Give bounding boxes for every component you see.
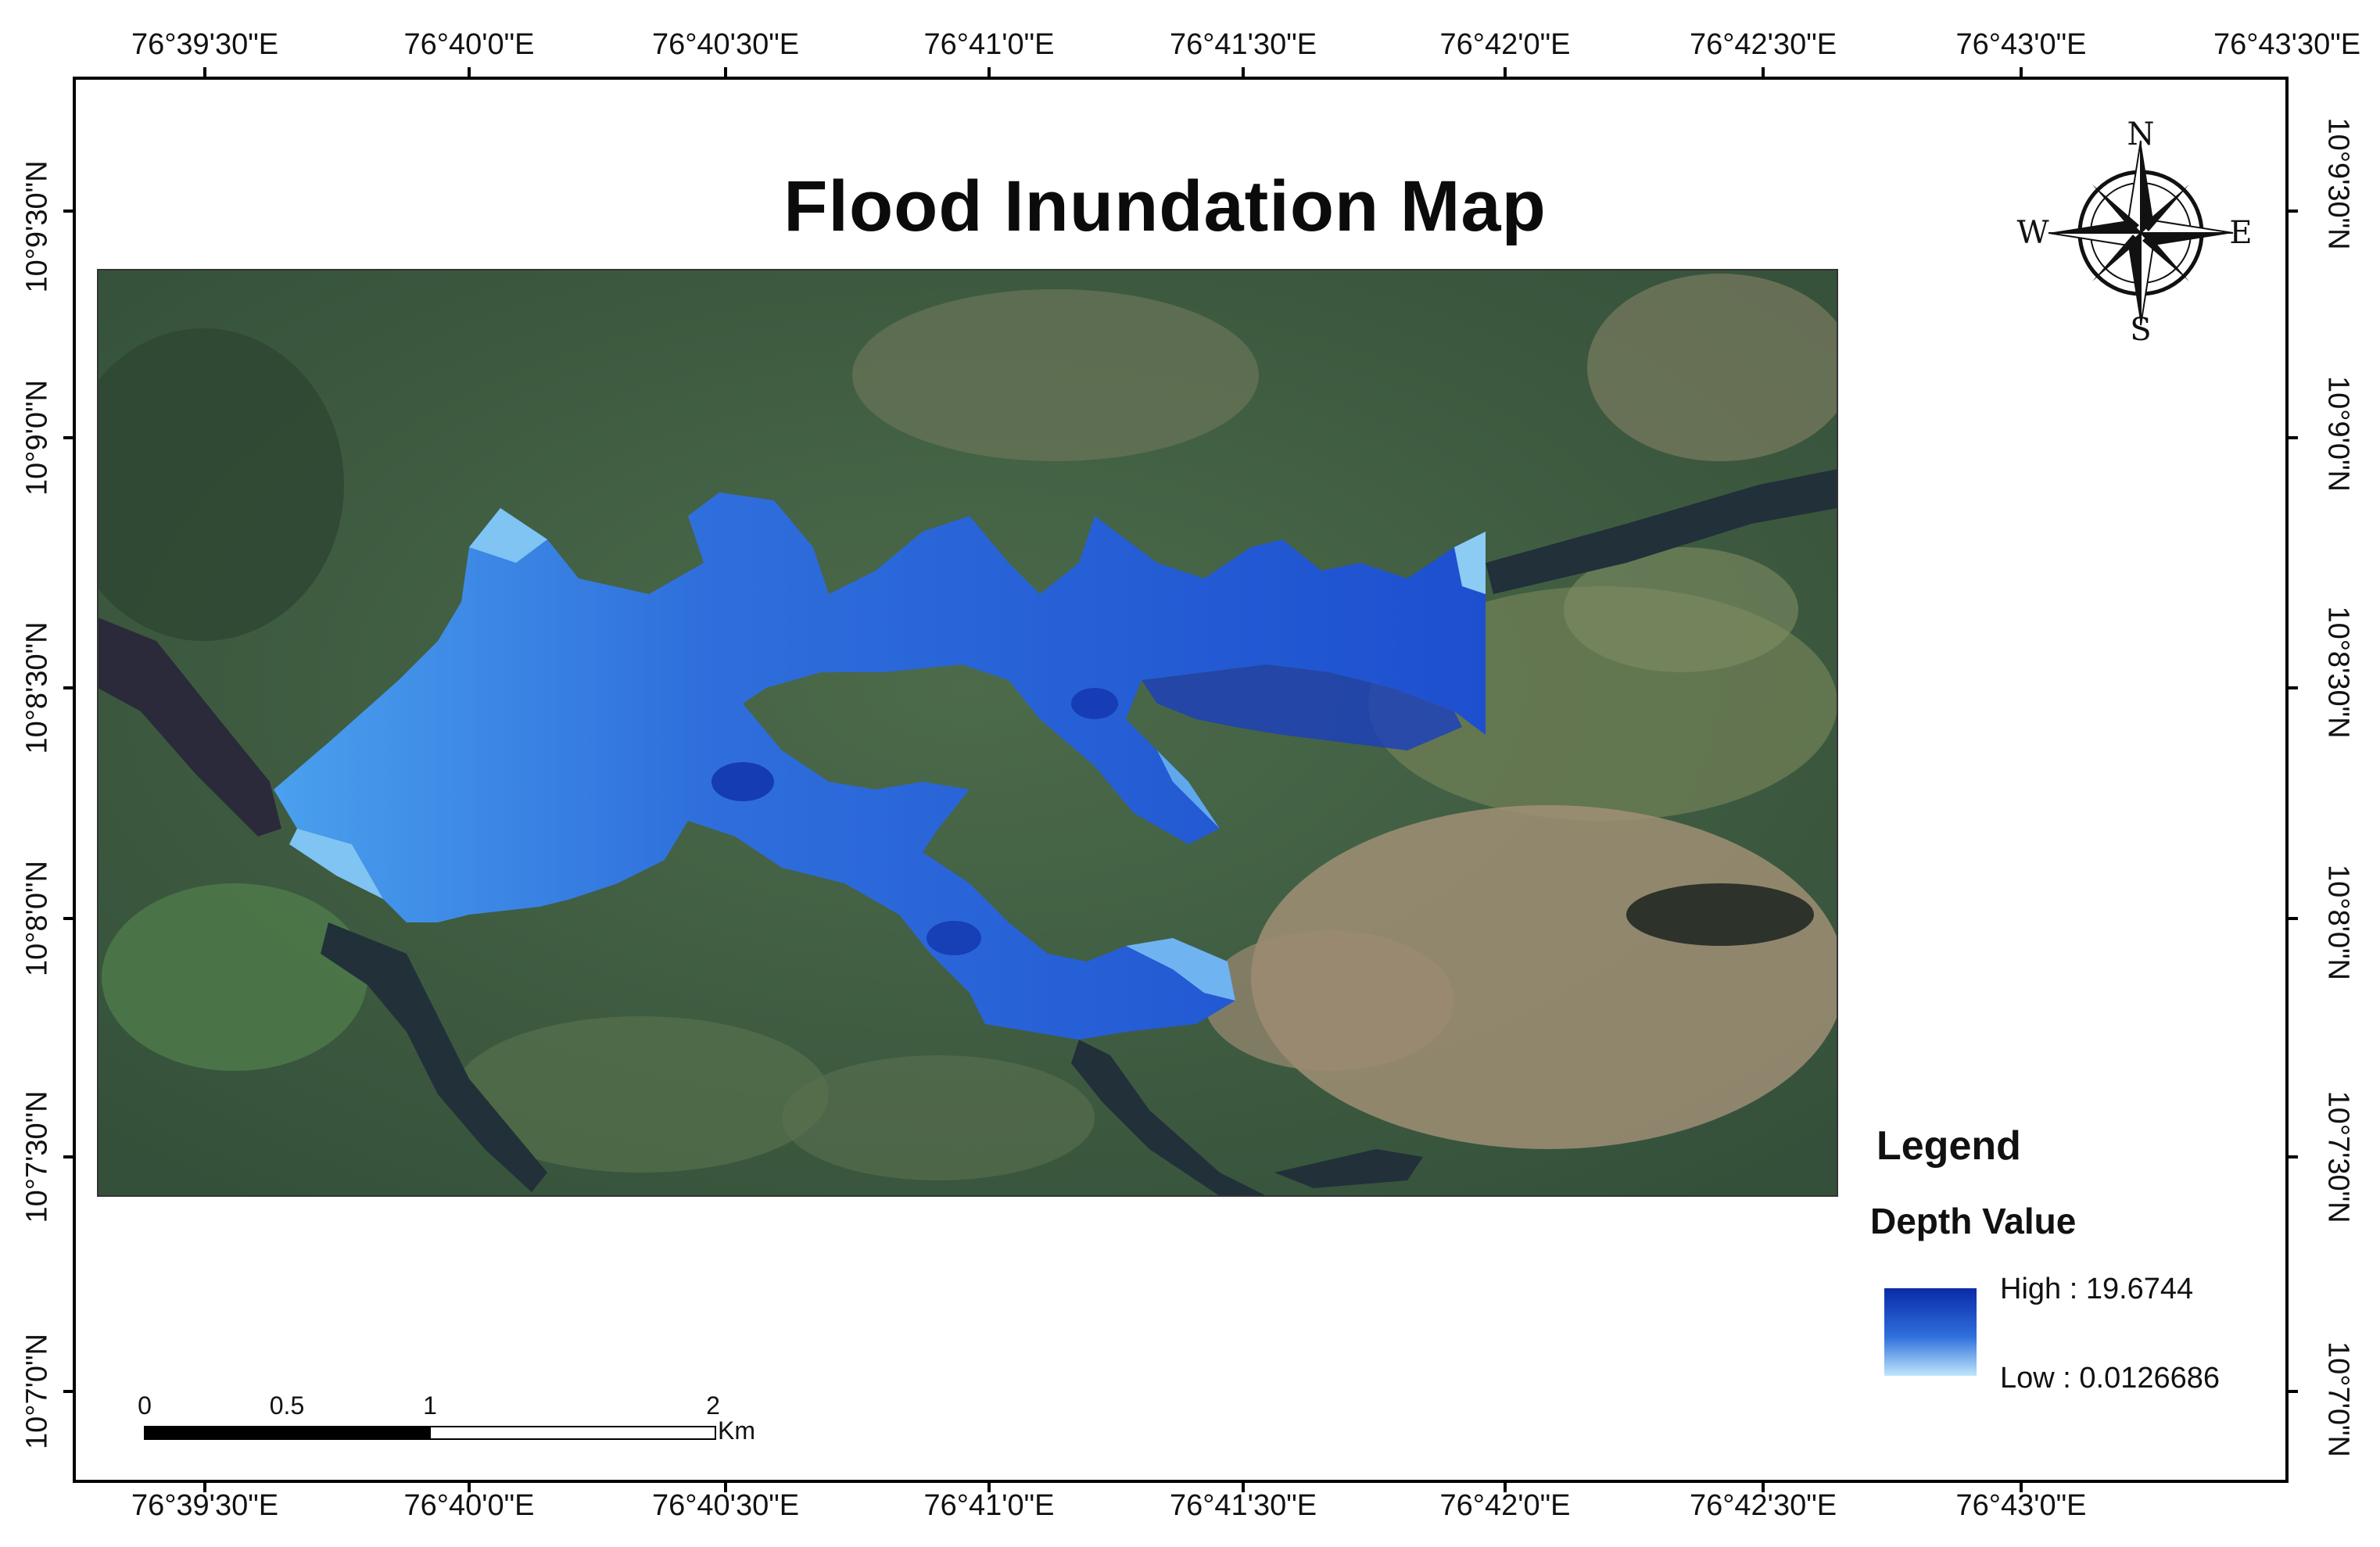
map-frame: [73, 77, 2289, 1483]
compass-rose: [2048, 140, 2234, 326]
bottom-tick-label-1: 76°40'0"E: [403, 1489, 535, 1522]
right-tick-label-1: 10°9'0"N: [2321, 376, 2355, 492]
bottom-tick-label-3: 76°41'0"E: [923, 1489, 1055, 1522]
top-tick-label-7: 76°43'0"E: [1955, 28, 2087, 61]
right-tick-label-3: 10°8'0"N: [2321, 865, 2355, 980]
left-tick-label-5: 10°7'0"N: [20, 1334, 54, 1449]
left-tick-label-0: 10°9'30"N: [20, 160, 54, 293]
legend-title: Legend: [1876, 1123, 2021, 1169]
scale-bar: [144, 1426, 716, 1440]
scale-label-0-5: 0.5: [269, 1391, 305, 1420]
left-tick-label-3: 10°8'0"N: [20, 861, 54, 976]
top-tick-label-2: 76°40'30"E: [651, 28, 800, 61]
inundation-layer: [274, 492, 1486, 1040]
scale-label-2: 2: [706, 1391, 720, 1420]
right-tick-label-2: 10°8'30"N: [2321, 606, 2355, 739]
compass-east-label: E: [2229, 215, 2253, 251]
top-tick-label-4: 76°41'30"E: [1169, 28, 1317, 61]
scale-label-0: 0: [138, 1391, 152, 1420]
legend-subtitle: Depth Value: [1870, 1201, 2077, 1241]
scale-unit: Km: [718, 1416, 755, 1445]
top-tick-label-8: 76°43'30"E: [2213, 28, 2361, 61]
satellite-image: [98, 270, 1837, 1196]
right-tick-label-0: 10°9'30"N: [2321, 117, 2355, 250]
top-tick-label-3: 76°41'0"E: [923, 28, 1055, 61]
bottom-tick-label-2: 76°40'30"E: [651, 1489, 800, 1522]
bottom-tick-label-7: 76°43'0"E: [1955, 1489, 2087, 1522]
left-tick-label-1: 10°9'0"N: [20, 380, 54, 496]
bottom-tick-label-5: 76°42'0"E: [1439, 1489, 1571, 1522]
left-tick-label-4: 10°7'30"N: [20, 1090, 54, 1223]
top-tick-label-5: 76°42'0"E: [1439, 28, 1571, 61]
scale-label-1: 1: [423, 1391, 437, 1420]
left-tick-label-2: 10°8'30"N: [20, 621, 54, 754]
compass-west-label: W: [2016, 215, 2049, 251]
right-tick-label-5: 10°7'0"N: [2321, 1341, 2355, 1457]
tick-marks: [63, 67, 2298, 1492]
top-tick-label-0: 76°39'30"E: [131, 28, 279, 61]
map-title: Flood Inundation Map: [783, 167, 1547, 246]
bottom-tick-label-6: 76°42'30"E: [1689, 1489, 1837, 1522]
top-tick-label-6: 76°42'30"E: [1689, 28, 1837, 61]
legend-color-ramp: [1884, 1288, 1977, 1376]
compass-north-label: N: [2127, 116, 2155, 152]
legend-low-label: Low : 0.0126686: [2000, 1362, 2220, 1395]
top-tick-label-1: 76°40'0"E: [403, 28, 535, 61]
image-border: [97, 269, 1838, 1197]
legend-high-label: High : 19.6744: [2000, 1273, 2194, 1305]
right-tick-label-4: 10°7'30"N: [2321, 1090, 2355, 1223]
compass-south-label: S: [2130, 312, 2152, 348]
bottom-tick-label-0: 76°39'30"E: [131, 1489, 279, 1522]
bottom-tick-label-4: 76°41'30"E: [1169, 1489, 1317, 1522]
